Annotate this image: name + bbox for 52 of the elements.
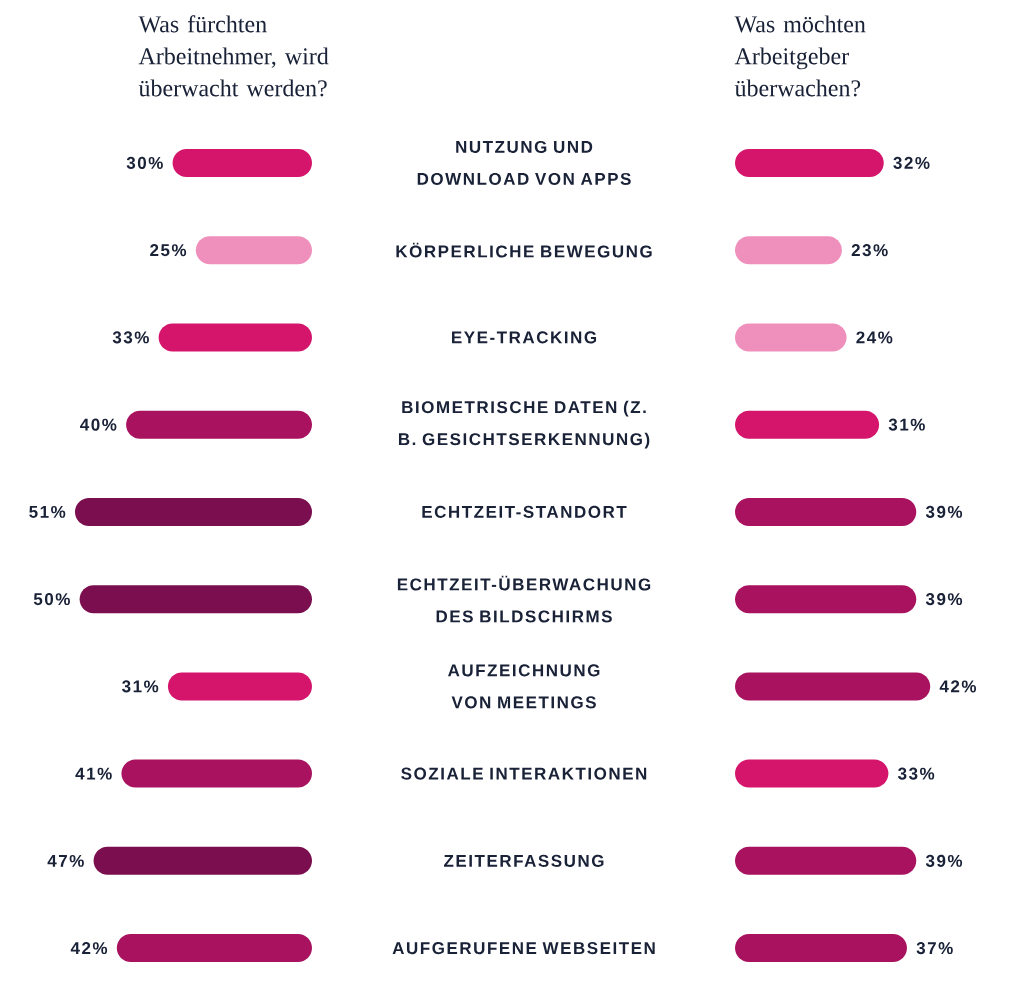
data-label: 50%: [33, 593, 70, 606]
data-label: 31%: [122, 680, 159, 693]
data-label: 33%: [897, 767, 935, 780]
data-label: 32%: [893, 156, 930, 169]
bar: [172, 148, 312, 177]
bar: [735, 236, 842, 265]
data-label: 33%: [112, 331, 149, 344]
y-tick-label: NUTZUNG UND DOWNLOAD VON APPS: [417, 140, 631, 185]
y-tick-label: ZEITERFASSUNG: [444, 854, 604, 867]
data-label: 42%: [939, 680, 977, 693]
bar: [735, 934, 907, 963]
bar: [735, 846, 917, 875]
bar: [735, 148, 884, 177]
bar: [116, 934, 312, 963]
data-label: 39%: [925, 505, 963, 518]
y-tick-label: KÖRPERLICHE BEWEGUNG: [396, 242, 652, 258]
data-label: 41%: [75, 767, 112, 780]
y-tick-label: SOZIALE INTERAKTIONEN: [401, 767, 647, 780]
y-tick-label: ECHTZEIT-STANDORT: [422, 505, 627, 518]
bar: [735, 672, 931, 701]
bar: [195, 236, 312, 265]
data-label: 23%: [851, 244, 888, 257]
data-label: 40%: [80, 418, 117, 431]
y-tick-label: ECHTZEIT-ÜBERWACHUNG DES BILDSCHIRMS: [397, 575, 651, 623]
y-tick-label: BIOMETRISCHE DATEN (Z. B. GESICHTSERKENNUNG): [398, 400, 650, 449]
chart-title: Was möchten Arbeitgeber überwachen?: [734, 15, 866, 97]
data-label: 30%: [126, 156, 163, 169]
bar: [93, 846, 312, 875]
data-label: 25%: [150, 244, 187, 257]
bar: [74, 497, 312, 526]
bar: [735, 759, 889, 788]
bar: [158, 323, 312, 352]
bar: [167, 672, 312, 701]
bar: [735, 497, 917, 526]
bar: [735, 323, 847, 352]
chart-title: Was fürchten Arbeitnehmer, wird überwacht werden?: [138, 15, 329, 97]
data-label: 39%: [925, 593, 963, 606]
bar: [126, 410, 312, 439]
y-tick-label: AUFZEICHNUNG VON MEETINGS: [448, 664, 600, 709]
data-label: 42%: [70, 942, 108, 955]
data-label: 37%: [916, 942, 953, 955]
data-label: 51%: [29, 505, 66, 518]
bar: [735, 410, 880, 439]
y-tick-label: AUFGERUFENE WEBSEITEN: [392, 942, 655, 955]
data-label: 24%: [856, 331, 893, 344]
bar: [735, 585, 917, 614]
bar: [121, 759, 312, 788]
data-label: 47%: [47, 854, 84, 867]
data-label: 39%: [925, 854, 963, 867]
y-tick-label: EYE-TRACKING: [452, 331, 597, 344]
bar: [79, 585, 312, 614]
data-label: 31%: [888, 418, 925, 431]
